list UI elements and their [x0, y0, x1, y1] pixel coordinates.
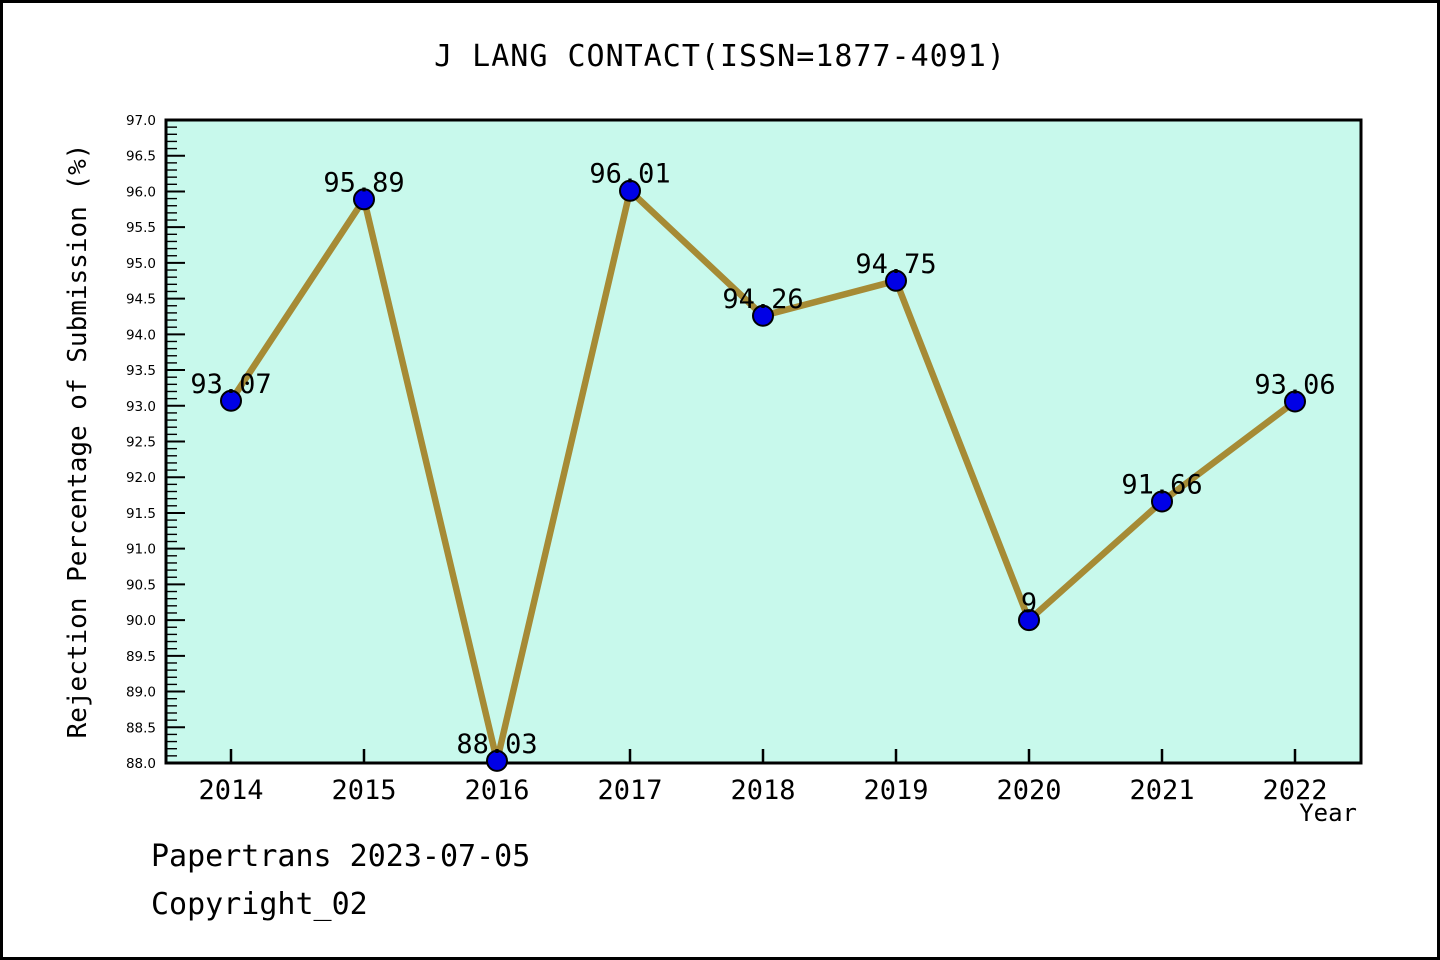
data-point-label: 94.26 — [722, 284, 803, 315]
x-tick-label: 2019 — [863, 775, 928, 806]
data-point-label: 88.03 — [456, 729, 537, 760]
data-point — [220, 389, 242, 412]
y-tick-label: 93.0 — [126, 399, 156, 415]
data-point-label: 9 — [1021, 588, 1037, 619]
x-tick-label: 2015 — [331, 775, 396, 806]
x-tick-label: 2018 — [730, 775, 795, 806]
y-tick-label: 94.5 — [126, 292, 156, 308]
data-point-label: 93.06 — [1254, 369, 1335, 400]
y-tick-label: 89.5 — [126, 649, 156, 665]
data-point-label: 93.07 — [190, 369, 271, 400]
plot-background — [164, 118, 1363, 765]
data-point — [752, 304, 774, 327]
y-tick-label: 89.0 — [126, 685, 156, 701]
y-tick-label: 92.0 — [126, 470, 156, 486]
footer-copyright-line: Copyright_02 — [151, 887, 368, 922]
y-tick-label: 88.5 — [126, 720, 156, 736]
chart-title: J LANG CONTACT(ISSN=1877-4091) — [434, 39, 1006, 74]
y-tick-label: 88.0 — [126, 756, 156, 772]
data-point-label: 94.75 — [855, 249, 936, 280]
y-tick-label: 91.5 — [126, 506, 156, 522]
y-tick-label: 90.5 — [126, 577, 156, 593]
x-tick-label: 2017 — [597, 775, 662, 806]
data-point — [353, 188, 375, 211]
data-point-label: 96.01 — [589, 159, 670, 190]
x-tick-label: 2022 — [1262, 775, 1327, 806]
data-point — [1284, 390, 1306, 413]
y-tick-label: 95.0 — [126, 256, 156, 272]
data-point — [486, 749, 508, 772]
y-tick-label: 90.0 — [126, 613, 156, 629]
data-point-label: 95.89 — [323, 167, 404, 198]
data-point-label: 91.66 — [1121, 470, 1202, 501]
data-point — [1151, 490, 1173, 513]
y-tick-label: 97.0 — [126, 113, 156, 129]
data-point — [619, 179, 641, 202]
y-tick-label: 96.5 — [126, 149, 156, 165]
footer-source-line: Papertrans 2023-07-05 — [151, 839, 531, 874]
x-tick-label: 2016 — [464, 775, 529, 806]
data-point — [885, 269, 907, 292]
x-tick-label: 2020 — [996, 775, 1061, 806]
y-tick-label: 93.5 — [126, 363, 156, 379]
data-point — [1018, 609, 1040, 632]
y-tick-label: 95.5 — [126, 220, 156, 236]
y-tick-label: 91.0 — [126, 542, 156, 558]
y-tick-label: 92.5 — [126, 435, 156, 451]
line-chart-plot: 88.0 88.5 89.0 89.5 90.0 90.5 91.0 91.5 92.0 92.5… — [126, 113, 1363, 806]
x-tick-label: 2014 — [198, 775, 263, 806]
y-tick-label: 94.0 — [126, 327, 156, 343]
x-axis-title: Year — [1299, 799, 1357, 827]
x-tick-label: 2021 — [1129, 775, 1194, 806]
y-tick-label: 96.0 — [126, 184, 156, 200]
